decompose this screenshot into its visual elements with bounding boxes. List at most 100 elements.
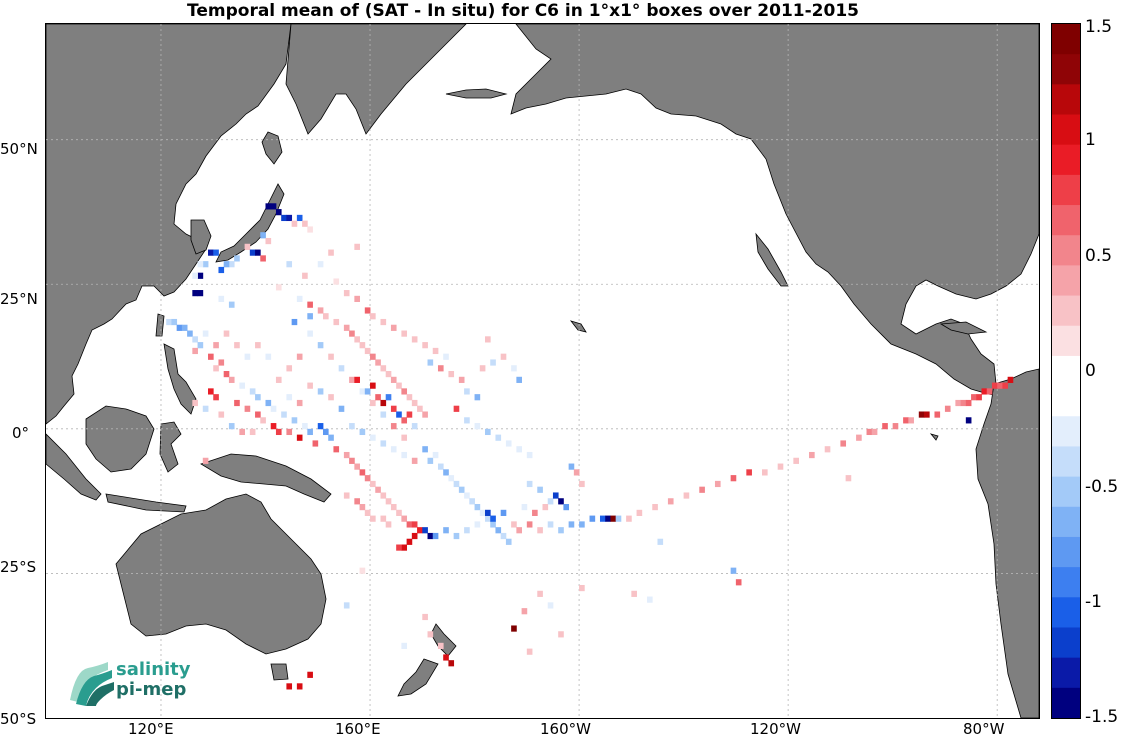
y-tick-label: 25°N xyxy=(0,290,38,308)
data-cell xyxy=(516,446,522,453)
data-cell xyxy=(479,365,486,372)
x-tick-label: 160°W xyxy=(540,720,591,738)
data-cell xyxy=(417,527,423,534)
data-cell xyxy=(558,527,564,534)
data-cell xyxy=(417,405,423,412)
data-cell xyxy=(579,480,585,488)
data-cell xyxy=(924,411,930,418)
data-cell xyxy=(474,394,481,401)
data-cell xyxy=(249,249,256,256)
data-cell xyxy=(411,336,418,343)
data-cell xyxy=(202,330,209,337)
data-cell xyxy=(380,399,387,407)
data-cell xyxy=(380,411,387,418)
data-cell xyxy=(458,486,465,493)
logo-text-salinity: salinity xyxy=(116,659,191,680)
data-cell xyxy=(453,532,460,540)
data-cell xyxy=(286,394,293,401)
colorbar-segment xyxy=(1052,567,1080,598)
data-cell xyxy=(213,249,219,256)
data-cell xyxy=(223,261,230,268)
colorbar-segment xyxy=(1052,446,1080,478)
wave-icon xyxy=(70,662,114,706)
data-cell xyxy=(505,440,512,447)
data-cell xyxy=(563,504,570,511)
data-cell xyxy=(197,261,204,268)
data-cell xyxy=(380,492,387,499)
data-cell xyxy=(448,371,455,378)
data-cell xyxy=(385,521,392,528)
colorbar-tick-label: -0.5 xyxy=(1085,477,1119,497)
data-cell xyxy=(255,249,261,256)
data-cell xyxy=(380,515,387,522)
colorbar-tick-label: 0 xyxy=(1085,361,1096,381)
graticule xyxy=(46,24,1039,718)
colorbar-segment xyxy=(1052,506,1080,538)
data-cell xyxy=(249,388,256,395)
colorbar-segment xyxy=(1052,597,1080,628)
landmass-japan xyxy=(215,183,285,263)
data-cell xyxy=(401,434,408,441)
data-cell xyxy=(464,388,470,395)
colorbar-segment xyxy=(1052,295,1080,327)
data-cell xyxy=(359,469,366,476)
y-tick-label: 25°S xyxy=(0,558,37,576)
data-cell xyxy=(552,492,559,499)
data-cell xyxy=(370,313,376,320)
colorbar-segment xyxy=(1052,386,1080,417)
data-cell xyxy=(359,342,366,349)
data-cell xyxy=(699,486,705,493)
data-cell xyxy=(354,295,360,302)
landmass-nz-south xyxy=(397,658,439,697)
data-cell xyxy=(286,214,293,222)
data-cell xyxy=(971,394,977,401)
data-cell xyxy=(244,353,251,360)
data-cell xyxy=(871,428,878,436)
data-cell xyxy=(181,324,188,331)
data-cell xyxy=(192,272,198,279)
data-cell xyxy=(255,394,261,401)
data-cell xyxy=(239,428,245,436)
data-cell xyxy=(944,405,951,412)
data-cell xyxy=(275,376,282,383)
data-cell xyxy=(579,584,585,592)
data-cell xyxy=(432,451,439,459)
data-cell xyxy=(667,498,674,505)
data-cell xyxy=(997,382,1003,389)
data-cell xyxy=(495,527,502,534)
data-cell xyxy=(422,446,428,453)
data-cell xyxy=(296,295,303,302)
data-cell xyxy=(976,394,982,401)
data-cell xyxy=(406,411,413,418)
data-cell xyxy=(490,521,496,528)
data-cell xyxy=(955,399,962,407)
data-cell xyxy=(296,353,303,360)
data-cell xyxy=(260,232,266,239)
colorbar-segment xyxy=(1052,657,1080,689)
data-cell xyxy=(485,515,491,522)
data-cell xyxy=(892,423,899,430)
colorbar-gradient xyxy=(1052,24,1080,718)
data-cell xyxy=(908,417,914,424)
data-cell xyxy=(547,602,554,609)
data-cell xyxy=(401,544,408,551)
data-cell xyxy=(286,683,293,690)
data-cell xyxy=(437,365,444,372)
landmass-borneo xyxy=(85,405,155,473)
landmass-sumatra xyxy=(46,433,102,501)
data-cell xyxy=(265,353,272,360)
data-cell xyxy=(338,365,345,372)
data-cell xyxy=(474,504,481,511)
data-cell xyxy=(213,342,219,349)
data-cell xyxy=(516,527,522,534)
data-cell xyxy=(390,446,397,453)
data-cell xyxy=(370,515,376,522)
data-cell xyxy=(307,226,313,233)
data-cell xyxy=(636,509,643,516)
colorbar-segment xyxy=(1052,24,1080,55)
data-cell xyxy=(443,654,449,661)
data-cell xyxy=(375,359,381,366)
x-tick-label: 80°W xyxy=(963,720,1005,738)
data-cell xyxy=(275,284,282,291)
data-cell xyxy=(427,359,434,366)
